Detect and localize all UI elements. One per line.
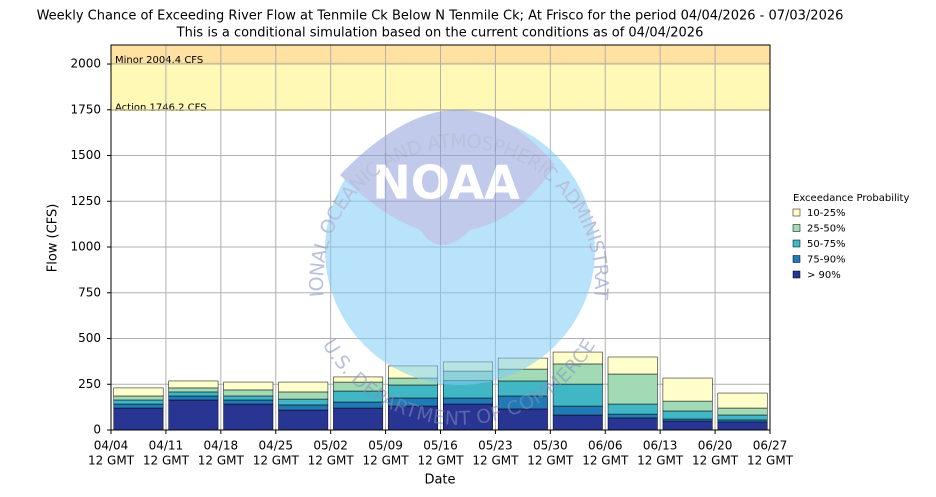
x-tick-label: 04/18 [204, 439, 239, 453]
bar-segment [168, 380, 219, 389]
bar-segment [223, 403, 274, 431]
x-tick-label: 05/16 [423, 439, 458, 453]
x-tick-sublabel: 12 GMT [253, 454, 300, 468]
x-tick-sublabel: 12 GMT [88, 454, 135, 468]
bar-segment [717, 392, 768, 409]
x-tick-sublabel: 12 GMT [747, 454, 794, 468]
chart-subtitle: This is a conditional simulation based o… [176, 26, 704, 41]
bar-segment [333, 407, 384, 431]
x-axis-label: Date [424, 473, 455, 488]
bar-segment [113, 399, 164, 405]
bar-segment [552, 414, 603, 431]
bar-segment [662, 377, 713, 402]
legend-label: 10-25% [807, 208, 846, 219]
x-tick-label: 05/02 [313, 439, 348, 453]
threshold-label: Minor 2004.4 CFS [115, 55, 203, 66]
bar-segment [607, 403, 658, 415]
bar-segment [168, 395, 219, 401]
x-tick-label: 06/27 [753, 439, 788, 453]
bar-segment [442, 397, 493, 405]
bar-segment [223, 389, 274, 397]
legend-label: 50-75% [807, 239, 846, 250]
x-tick-label: 05/09 [368, 439, 403, 453]
legend-label: > 90% [807, 270, 841, 281]
bar-segment [278, 404, 329, 411]
x-tick-label: 06/13 [643, 439, 678, 453]
legend-swatch [792, 208, 801, 217]
chart-title: Weekly Chance of Exceeding River Flow at… [37, 9, 844, 24]
x-tick-sublabel: 12 GMT [198, 454, 245, 468]
x-tick-label: 05/30 [533, 439, 568, 453]
bar-segment [662, 400, 713, 412]
legend-swatch [792, 255, 801, 263]
x-tick-label: 04/11 [149, 439, 184, 453]
y-tick-label: 250 [78, 377, 101, 391]
bar-segment [168, 387, 219, 393]
bar-segment [113, 407, 164, 431]
bar-segment [662, 418, 713, 422]
x-tick-sublabel: 12 GMT [417, 454, 464, 468]
bar-segment [717, 407, 768, 416]
bar-segment [278, 391, 329, 400]
bar-segment [607, 373, 658, 405]
bar-segment [662, 420, 713, 431]
x-tick-sublabel: 12 GMT [637, 454, 684, 468]
x-tick-sublabel: 12 GMT [527, 454, 574, 468]
bar-segment [113, 387, 164, 397]
bar-segment [552, 351, 603, 365]
bar-segment [168, 391, 219, 397]
bar-segment [113, 395, 164, 401]
legend-swatch [792, 239, 801, 248]
bar-segment [113, 403, 164, 409]
legend-label: 25-50% [807, 224, 846, 235]
bar-segment [607, 413, 658, 419]
bar-segment [278, 398, 329, 406]
legend-swatch [792, 224, 801, 232]
x-tick-sublabel: 12 GMT [143, 454, 190, 468]
x-tick-label: 04/04 [94, 439, 129, 453]
x-tick-label: 06/06 [588, 439, 623, 453]
bar-segment [223, 399, 274, 405]
bar-segment [607, 417, 658, 431]
y-tick-label: 750 [78, 285, 101, 299]
x-tick-sublabel: 12 GMT [308, 454, 355, 468]
bar-segment [223, 395, 274, 401]
bar-segment [223, 381, 274, 391]
legend-label: 75-90% [807, 255, 846, 266]
x-tick-label: 05/23 [478, 439, 513, 453]
bar-segment [717, 421, 768, 431]
y-axis-label: Flow (CFS) [46, 204, 61, 273]
legend-swatch [792, 270, 801, 279]
legend-title: Exceedance Probability [793, 193, 909, 204]
bar-segment [168, 399, 219, 431]
bar-segment [662, 410, 713, 420]
x-tick-sublabel: 12 GMT [472, 454, 519, 468]
y-tick-label: 1500 [70, 148, 101, 162]
threshold-label: Action 1746.2 CFS [115, 102, 207, 113]
x-tick-sublabel: 12 GMT [692, 454, 739, 468]
y-tick-label: 1750 [70, 102, 101, 116]
watermark-logo: NOAA [372, 156, 520, 210]
bar-segment [278, 381, 329, 393]
x-tick-sublabel: 12 GMT [582, 454, 629, 468]
bar-segment [278, 409, 329, 431]
bar-segment [607, 356, 658, 375]
y-tick-label: 2000 [70, 57, 101, 71]
y-tick-label: 1000 [70, 240, 101, 254]
y-tick-label: 1250 [70, 194, 101, 208]
bar-segment [333, 376, 384, 383]
x-tick-sublabel: 12 GMT [363, 454, 410, 468]
bar-segment [442, 403, 493, 431]
y-tick-label: 500 [78, 331, 101, 345]
bar-segment [717, 414, 768, 421]
bar-segment [552, 405, 603, 416]
x-tick-label: 06/20 [698, 439, 733, 453]
x-tick-label: 04/25 [258, 439, 293, 453]
y-tick-label: 0 [93, 423, 101, 437]
bar-segment [717, 419, 768, 423]
watermark-shape [340, 109, 555, 245]
